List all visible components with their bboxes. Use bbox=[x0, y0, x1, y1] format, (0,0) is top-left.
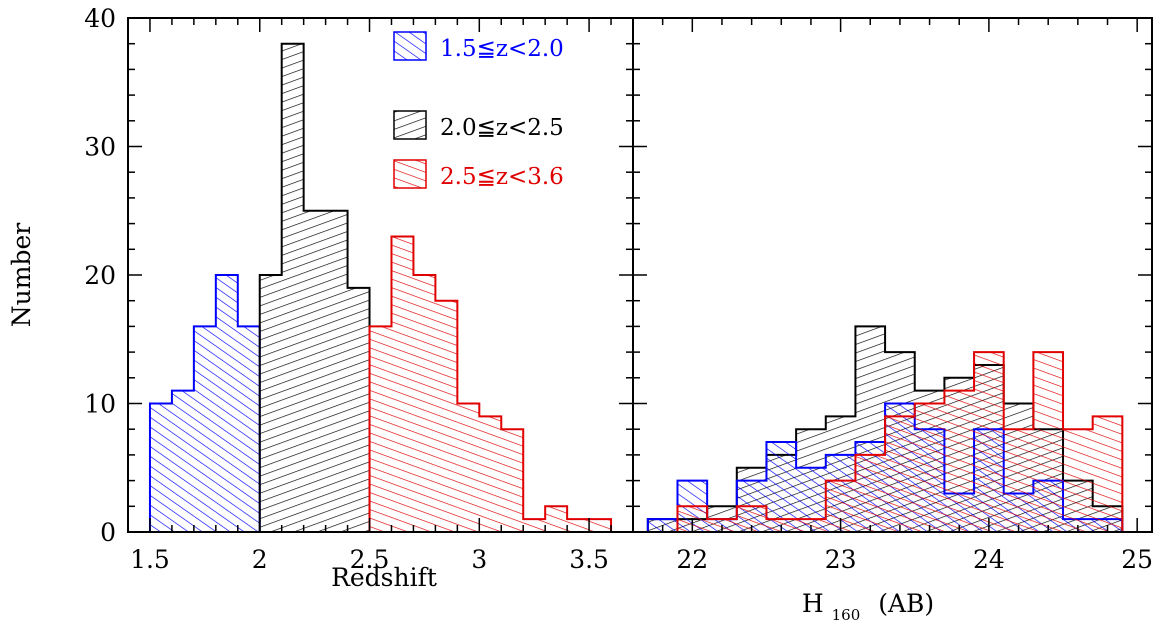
x-tick-label: 25 bbox=[1121, 545, 1153, 574]
histogram-bar bbox=[523, 519, 546, 532]
histogram-bar bbox=[259, 275, 282, 532]
x-axis-title-right-subscript: 160 bbox=[832, 606, 861, 624]
legend-label-blue: 1.5≦z<2.0 bbox=[440, 36, 564, 62]
histogram-bar bbox=[545, 506, 568, 532]
legend-label-black: 2.0≦z<2.5 bbox=[440, 115, 564, 141]
histogram-bar bbox=[855, 454, 886, 532]
y-axis-title: Number bbox=[7, 223, 36, 327]
histogram-bar bbox=[237, 326, 260, 532]
x-tick-label: 3.5 bbox=[569, 545, 609, 574]
histogram-bar bbox=[215, 275, 238, 532]
histogram-outline bbox=[148, 274, 261, 532]
left-panel bbox=[148, 42, 613, 532]
x-axis-title-right-main: H bbox=[802, 589, 824, 618]
series-000000-left bbox=[258, 42, 371, 532]
histogram-bar bbox=[457, 403, 480, 532]
y-tick-label: 10 bbox=[84, 390, 116, 419]
y-tick-label: 30 bbox=[84, 133, 116, 162]
x-axis-title-left: Redshift bbox=[331, 563, 437, 592]
histogram-bar bbox=[193, 326, 216, 532]
histogram-bar bbox=[369, 326, 392, 532]
x-tick-label: 3 bbox=[471, 545, 487, 574]
histogram-bar bbox=[435, 300, 458, 532]
x-tick-label: 2.5 bbox=[350, 545, 390, 574]
histogram-bar bbox=[413, 275, 436, 532]
histogram-bar bbox=[149, 403, 172, 532]
histogram-bar bbox=[885, 416, 915, 532]
y-tick-label: 20 bbox=[84, 261, 116, 290]
histogram-bar bbox=[325, 210, 348, 532]
histogram-bar bbox=[1063, 429, 1093, 532]
histogram-bar bbox=[914, 403, 945, 532]
x-tick-label: 23 bbox=[825, 545, 857, 574]
histogram-bar bbox=[347, 287, 370, 532]
y-tick-label: 40 bbox=[84, 4, 116, 33]
legend-label-red: 2.5≦z<3.6 bbox=[440, 164, 564, 190]
histogram-bar bbox=[303, 210, 326, 532]
legend-swatch-red bbox=[393, 159, 427, 189]
histogram-bar bbox=[479, 416, 502, 532]
histogram-bar bbox=[1092, 416, 1123, 532]
histogram-bar bbox=[281, 43, 304, 532]
legend-swatch-black bbox=[393, 110, 427, 140]
histogram-bar bbox=[391, 236, 414, 532]
x-axis-title-right: H 160 (AB) bbox=[802, 589, 934, 626]
histogram-bar bbox=[974, 352, 1004, 532]
histogram-outline bbox=[676, 351, 1124, 532]
right-panel-frame: 22 23 24 25 bbox=[632, 17, 1153, 574]
legend-swatch-blue bbox=[393, 31, 427, 61]
histogram-outline bbox=[258, 42, 371, 532]
x-axis-title-right-suffix: (AB) bbox=[878, 589, 934, 618]
x-tick-label: 1.5 bbox=[130, 545, 170, 574]
histogram-outline bbox=[368, 235, 613, 532]
x-tick-label: 2 bbox=[252, 545, 268, 574]
histogram-bar bbox=[944, 390, 975, 532]
series-0000ff-left bbox=[148, 274, 261, 532]
histogram-bar bbox=[766, 442, 797, 532]
histogram-bar bbox=[589, 519, 612, 532]
legend: 1.5≦z<2.0 2.0≦z<2.5 2.5≦z<3.6 bbox=[393, 31, 564, 190]
y-tick-label: 0 bbox=[100, 518, 116, 547]
series-e00000-left bbox=[368, 235, 613, 532]
right-panel bbox=[646, 325, 1124, 532]
histogram-bar bbox=[567, 519, 590, 532]
histogram-bar bbox=[1003, 429, 1034, 532]
histogram-bar bbox=[171, 390, 194, 532]
histogram-bar bbox=[501, 429, 524, 532]
x-tick-label: 22 bbox=[676, 545, 708, 574]
histogram-bar bbox=[1033, 352, 1064, 532]
x-tick-label: 24 bbox=[973, 545, 1005, 574]
